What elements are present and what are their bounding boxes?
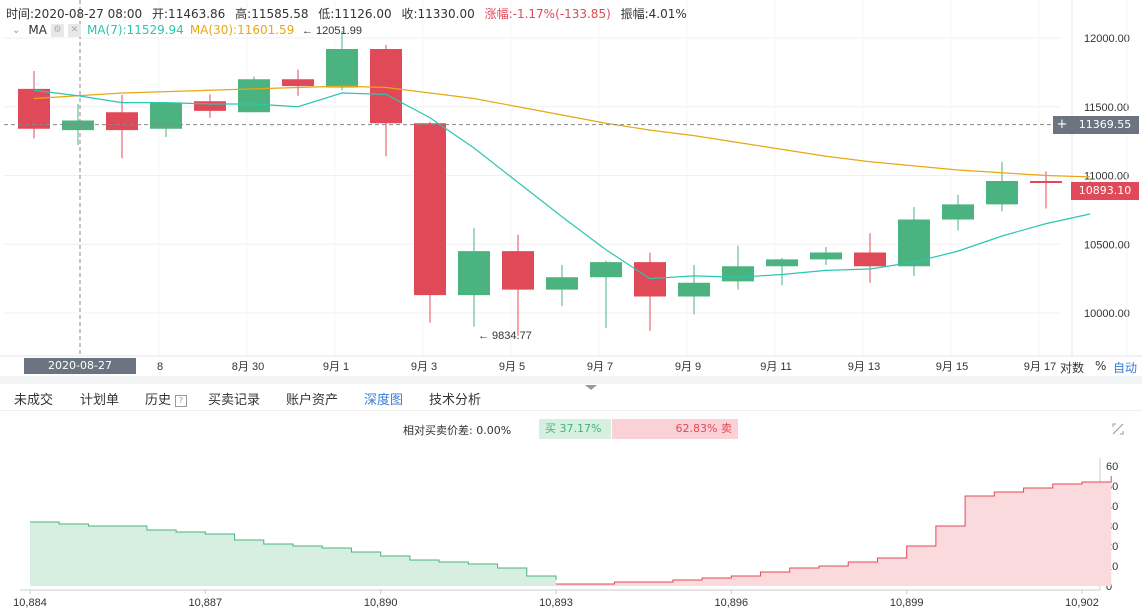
x-tick-label: 9月 9 [675, 361, 701, 373]
tab-trade-records[interactable]: 买卖记录 [208, 393, 261, 408]
candle-body [590, 262, 622, 278]
candle-body [942, 204, 974, 220]
crosshair-time-label: 2020-08-27 08:00:00 [24, 358, 136, 388]
candle-body [898, 219, 930, 267]
tab-history-label[interactable]: 历史 [145, 393, 172, 408]
ask-depth-line [556, 476, 1112, 585]
candle-body [854, 252, 886, 267]
y-tick-label: 11500.00 [1084, 102, 1129, 114]
x-tick-label: 9月 11 [760, 361, 792, 373]
y-tick-label: 11000.00 [1084, 171, 1129, 183]
x-tick-label: 9月 1 [323, 361, 349, 373]
depth-y-tick-label: 0 [1106, 581, 1112, 593]
tab-technical-analysis[interactable]: 技术分析 [429, 393, 482, 408]
amplitude-label: 振幅:4.01% [620, 7, 687, 21]
percent-scale-toggle[interactable]: % [1095, 359, 1107, 373]
candle-body [502, 251, 534, 290]
y-tick-label: 10500.00 [1084, 239, 1130, 251]
low-label: 低:11126.00 [318, 7, 392, 21]
close-label: 收:11330.00 [401, 7, 475, 21]
expand-icon[interactable] [1112, 423, 1124, 435]
x-tick-label: 9月 17 [1024, 361, 1056, 373]
crosshair-price-label: 11369.55 [1071, 116, 1139, 134]
x-tick-label: 9月 3 [411, 361, 437, 373]
open-label: 开:11463.86 [152, 7, 226, 21]
depth-x-tick-label: 10,890 [364, 597, 398, 609]
spread-label: 相对买卖价差: [403, 424, 473, 437]
x-tick-label: 8月 30 [232, 361, 264, 373]
y-tick-label: 10000.00 [1084, 308, 1130, 320]
x-tick-label: 9月 13 [848, 361, 880, 373]
ma30-line [33, 85, 1091, 178]
depth-x-tick-label: 10,884 [13, 597, 47, 609]
chevron-down-icon[interactable]: ⌄ [12, 24, 21, 36]
depth-x-tick-label: 10,899 [890, 597, 924, 609]
spread-info: 相对买卖价差: 0.00% [403, 422, 511, 438]
bottom-tabs: 未成交 计划单 历史? 买卖记录 账户资产 深度图 技术分析 [0, 384, 1142, 411]
candle-body [194, 101, 226, 111]
x-tick-label: 9月 7 [587, 361, 613, 373]
ma7-line [33, 89, 1091, 280]
bid-depth-area [30, 522, 556, 586]
candle-body [458, 251, 490, 296]
add-alert-button[interactable]: + [1053, 116, 1071, 134]
log-scale-toggle[interactable]: 对数 [1060, 361, 1085, 375]
tab-account-assets[interactable]: 账户资产 [286, 393, 339, 408]
candle-body [370, 49, 402, 124]
y-tick-label: 12000.00 [1084, 33, 1130, 45]
candle-body [62, 120, 94, 131]
tab-history[interactable]: 历史? [145, 389, 188, 408]
candle-body [634, 262, 666, 297]
drag-handle-icon[interactable] [0, 383, 1142, 391]
high-annotation: ← 12051.99 [302, 25, 362, 37]
candle-body [282, 79, 314, 87]
help-icon[interactable]: ? [175, 395, 188, 407]
candle-body [326, 49, 358, 88]
candle-body [238, 79, 270, 113]
ohlc-info-bar: 时间:2020-08-27 08:00 开:11463.86 高:11585.5… [6, 5, 693, 22]
candle-body [546, 277, 578, 290]
depth-x-tick-label: 10,887 [189, 597, 223, 609]
ma-indicator-bar: ⌄ MA ⚙ ✕ MA(7):11529.94 MA(30):11601.59 [12, 23, 294, 37]
candle-body [678, 282, 710, 297]
change-label: 涨幅:-1.17%(-133.85) [484, 7, 611, 21]
candle-body [1030, 181, 1062, 183]
spread-value: 0.00% [476, 424, 512, 437]
candle-body [106, 112, 138, 131]
sell-ratio-bar: 62.83% 卖 [612, 419, 738, 439]
depth-y-tick-label: 60 [1106, 461, 1118, 473]
ma30-value: MA(30):11601.59 [189, 23, 295, 37]
candle-body [18, 88, 50, 129]
time-label: 时间:2020-08-27 08:00 [6, 7, 143, 21]
tab-depth-chart[interactable]: 深度图 [364, 393, 404, 408]
close-icon[interactable]: ✕ [67, 23, 81, 37]
bid-depth-line [30, 521, 557, 580]
ma-label: MA [28, 23, 47, 37]
last-price-label: 10893.10 [1071, 182, 1139, 200]
ask-depth-area [556, 476, 1112, 586]
x-tick-label: 9月 15 [936, 361, 968, 373]
low-annotation: ← 9834.77 [478, 330, 532, 342]
buy-ratio-bar: 买 37.17% [539, 419, 611, 439]
x-tick-label: 9月 5 [499, 361, 525, 373]
auto-scale-toggle[interactable]: 自动 [1113, 361, 1138, 375]
candle-body [766, 259, 798, 267]
x-tick-label: 8 [157, 361, 163, 373]
candle-body [986, 181, 1018, 205]
depth-x-tick-label: 10,893 [539, 597, 573, 609]
tab-open-orders[interactable]: 未成交 [14, 393, 54, 408]
panel-divider[interactable] [0, 376, 1142, 390]
depth-x-tick-label: 10,896 [715, 597, 749, 609]
high-label: 高:11585.58 [235, 7, 309, 21]
depth-x-tick-label: 10,902 [1065, 597, 1099, 609]
settings-icon[interactable]: ⚙ [50, 23, 64, 37]
candle-body [414, 123, 446, 296]
candlestick-chart[interactable]: 12000.00 11500.00 11000.00 10500.00 10000.00… [0, 0, 1142, 376]
candle-body [810, 252, 842, 260]
tab-plan-orders[interactable]: 计划单 [80, 393, 120, 408]
ma7-value: MA(7):11529.94 [86, 23, 184, 37]
candle-body [722, 266, 754, 282]
